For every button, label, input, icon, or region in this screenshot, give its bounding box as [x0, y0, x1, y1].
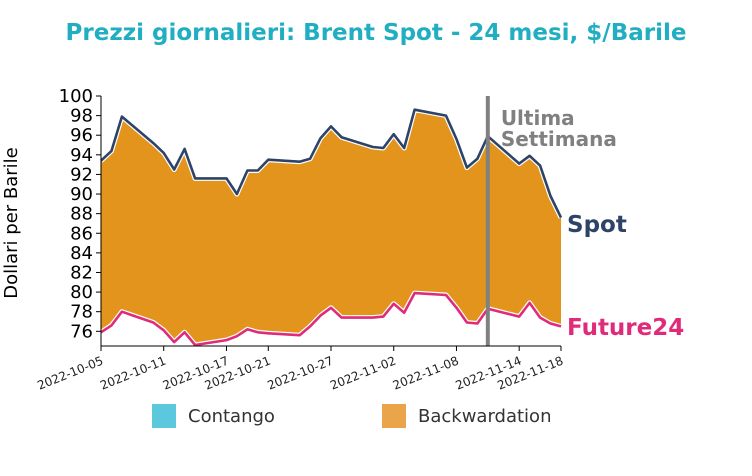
y-tick-label: 88 — [70, 204, 93, 225]
y-tick-label: 100 — [59, 86, 93, 107]
backwardation-area — [101, 109, 561, 345]
x-tick-label: 2022-11-08 — [391, 354, 461, 393]
legend-swatch-contango — [152, 404, 176, 428]
y-tick-label: 94 — [70, 145, 93, 166]
series-label-future24: Future24 — [567, 315, 684, 341]
series-line-future24 — [100, 291, 562, 347]
x-tick-label: 2022-10-05 — [35, 354, 105, 393]
series-label-spot: Spot — [567, 212, 627, 238]
series-labels: Spot Future24 — [567, 212, 684, 341]
legend-backwardation: Backwardation — [382, 404, 551, 428]
legend-label-backwardation: Backwardation — [418, 405, 552, 427]
x-tick-label: 2022-10-27 — [265, 354, 335, 393]
series-line-spot — [100, 108, 563, 219]
y-tick-label: 84 — [70, 243, 93, 264]
y-tick-label: 86 — [70, 223, 93, 244]
legend-label-contango: Contango — [188, 405, 275, 427]
legend-contango: Contango — [152, 404, 275, 428]
y-tick-label: 80 — [70, 282, 93, 303]
chart-title: Prezzi giornalieri: Brent Spot - 24 mesi… — [65, 20, 687, 46]
y-tick-label: 92 — [70, 164, 93, 185]
y-tick-label: 90 — [70, 184, 93, 205]
y-tick-label: 96 — [70, 125, 93, 146]
x-tick-label: 2022-11-02 — [328, 354, 398, 393]
y-tick-label: 98 — [70, 106, 93, 127]
y-tick-label: 82 — [70, 262, 93, 283]
y-tick-label: 76 — [70, 321, 93, 342]
x-tick-label: 2022-10-11 — [98, 354, 168, 393]
area-fills — [101, 109, 561, 345]
annotation-text-2: Settimana — [501, 127, 617, 151]
y-tick-label: 78 — [70, 302, 93, 323]
series-lines — [99, 107, 564, 348]
annotation-text-1: Ultima — [501, 106, 575, 130]
y-axis-label: Dollari per Barile — [1, 147, 22, 299]
legend-swatch-backwardation — [382, 404, 406, 428]
